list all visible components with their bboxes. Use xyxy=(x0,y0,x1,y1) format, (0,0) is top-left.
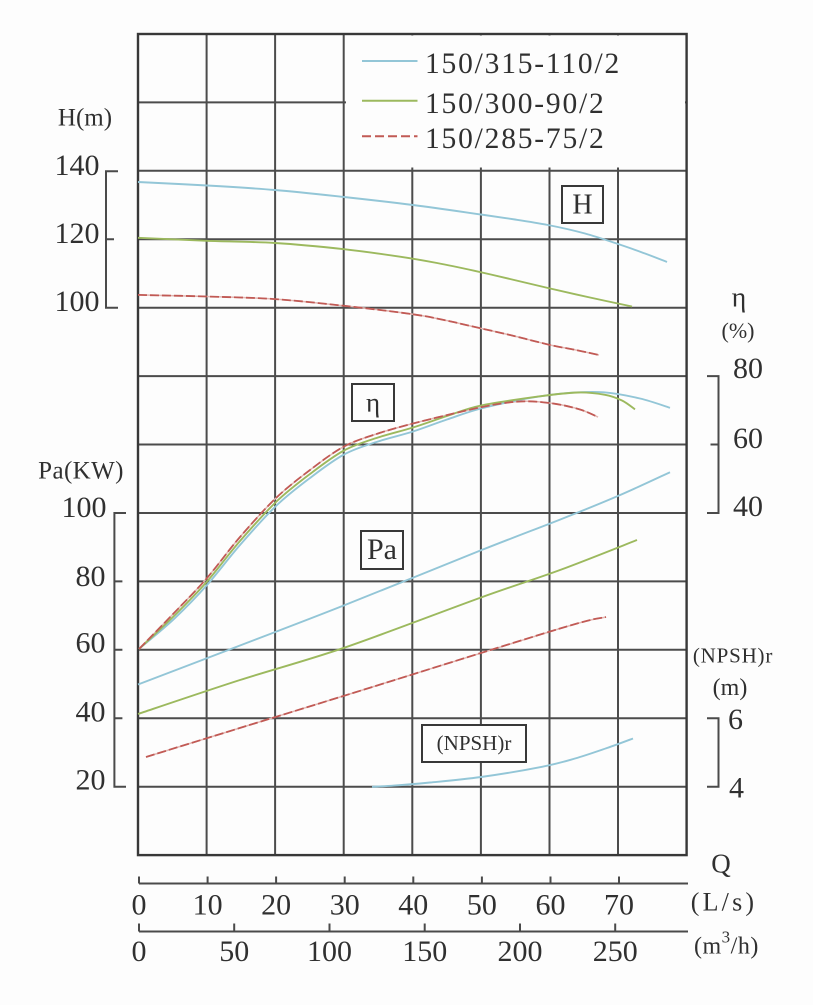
svg-text:η: η xyxy=(732,283,747,314)
svg-text:6: 6 xyxy=(728,703,743,736)
svg-text:40: 40 xyxy=(76,696,106,729)
svg-text:40: 40 xyxy=(398,889,428,922)
svg-text:80: 80 xyxy=(76,560,106,593)
svg-text:40: 40 xyxy=(733,490,763,523)
svg-text:Pa(KW): Pa(KW) xyxy=(38,458,124,485)
svg-text:(NPSH)r: (NPSH)r xyxy=(693,644,773,668)
svg-text:20: 20 xyxy=(76,764,106,797)
svg-text:70: 70 xyxy=(604,889,634,922)
svg-text:150/315-110/2: 150/315-110/2 xyxy=(425,48,621,80)
svg-text:η: η xyxy=(366,388,380,418)
svg-text:250: 250 xyxy=(593,935,638,968)
svg-text:0: 0 xyxy=(132,935,147,968)
svg-text:120: 120 xyxy=(55,217,100,250)
svg-text:50: 50 xyxy=(219,935,249,968)
svg-text:150/285-75/2: 150/285-75/2 xyxy=(425,123,606,155)
svg-text:60: 60 xyxy=(733,422,763,455)
svg-text:Pa: Pa xyxy=(367,533,397,566)
svg-text:H: H xyxy=(572,190,592,221)
svg-text:20: 20 xyxy=(261,889,291,922)
svg-text:100: 100 xyxy=(307,935,352,968)
svg-text:4: 4 xyxy=(729,772,744,805)
svg-text:140: 140 xyxy=(55,149,100,182)
svg-text:50: 50 xyxy=(467,889,497,922)
svg-text:(m): (m) xyxy=(713,675,748,701)
svg-text:H(m): H(m) xyxy=(58,105,112,132)
svg-text:100: 100 xyxy=(62,491,107,524)
svg-text:100: 100 xyxy=(55,285,100,318)
svg-text:80: 80 xyxy=(733,352,763,385)
svg-text:Q: Q xyxy=(711,849,731,879)
svg-text:200: 200 xyxy=(498,935,543,968)
svg-text:30: 30 xyxy=(330,889,360,922)
svg-text:60: 60 xyxy=(536,889,566,922)
svg-text:150: 150 xyxy=(402,935,447,968)
svg-text:10: 10 xyxy=(193,889,223,922)
svg-text:(%): (%) xyxy=(722,318,755,343)
svg-text:0: 0 xyxy=(132,889,147,922)
svg-text:60: 60 xyxy=(76,627,106,660)
svg-text:(NPSH)r: (NPSH)r xyxy=(437,731,512,755)
svg-text:(L/s): (L/s) xyxy=(691,888,758,917)
svg-text:150/300-90/2: 150/300-90/2 xyxy=(425,88,606,120)
